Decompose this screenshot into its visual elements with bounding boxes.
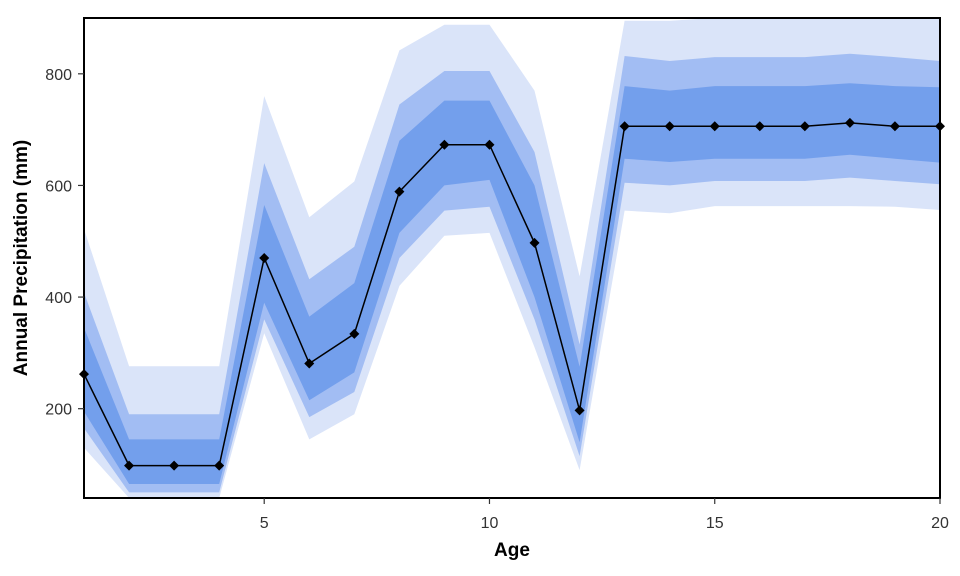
uncertainty-bands — [84, 18, 940, 498]
median-point — [889, 121, 900, 132]
median-point — [484, 139, 495, 150]
median-point — [124, 460, 135, 471]
x-tick-label: 10 — [481, 515, 499, 532]
median-point — [574, 405, 585, 416]
x-tick-label: 15 — [706, 515, 724, 532]
median-point — [169, 460, 180, 471]
median-point — [259, 253, 270, 263]
median-point — [799, 121, 810, 132]
median-point — [754, 121, 765, 132]
band-middle — [84, 53, 940, 493]
median-markers — [79, 117, 945, 471]
median-point — [349, 328, 360, 339]
y-tick-label: 400 — [45, 290, 72, 307]
y-tick-label: 800 — [45, 67, 72, 84]
x-tick-label: 20 — [931, 515, 949, 532]
median-point — [304, 358, 315, 369]
median-series — [83, 122, 940, 467]
y-axis-title: Annual Precipitation (mm) — [11, 140, 32, 376]
axes: 5 10 15 20 200 400 600 800 — [45, 67, 949, 532]
x-tick-label: 5 — [260, 515, 269, 532]
x-axis-title: Age — [494, 540, 530, 561]
median-line — [83, 122, 940, 467]
median-point — [394, 186, 405, 197]
median-point — [529, 237, 540, 248]
median-point — [844, 117, 855, 128]
y-tick-label: 600 — [45, 178, 72, 195]
median-point — [664, 121, 675, 132]
median-point — [439, 139, 450, 150]
median-point — [709, 121, 720, 132]
median-point — [214, 460, 225, 471]
plot-frame — [83, 17, 941, 499]
median-point — [619, 121, 630, 132]
y-tick-label: 200 — [45, 402, 72, 419]
